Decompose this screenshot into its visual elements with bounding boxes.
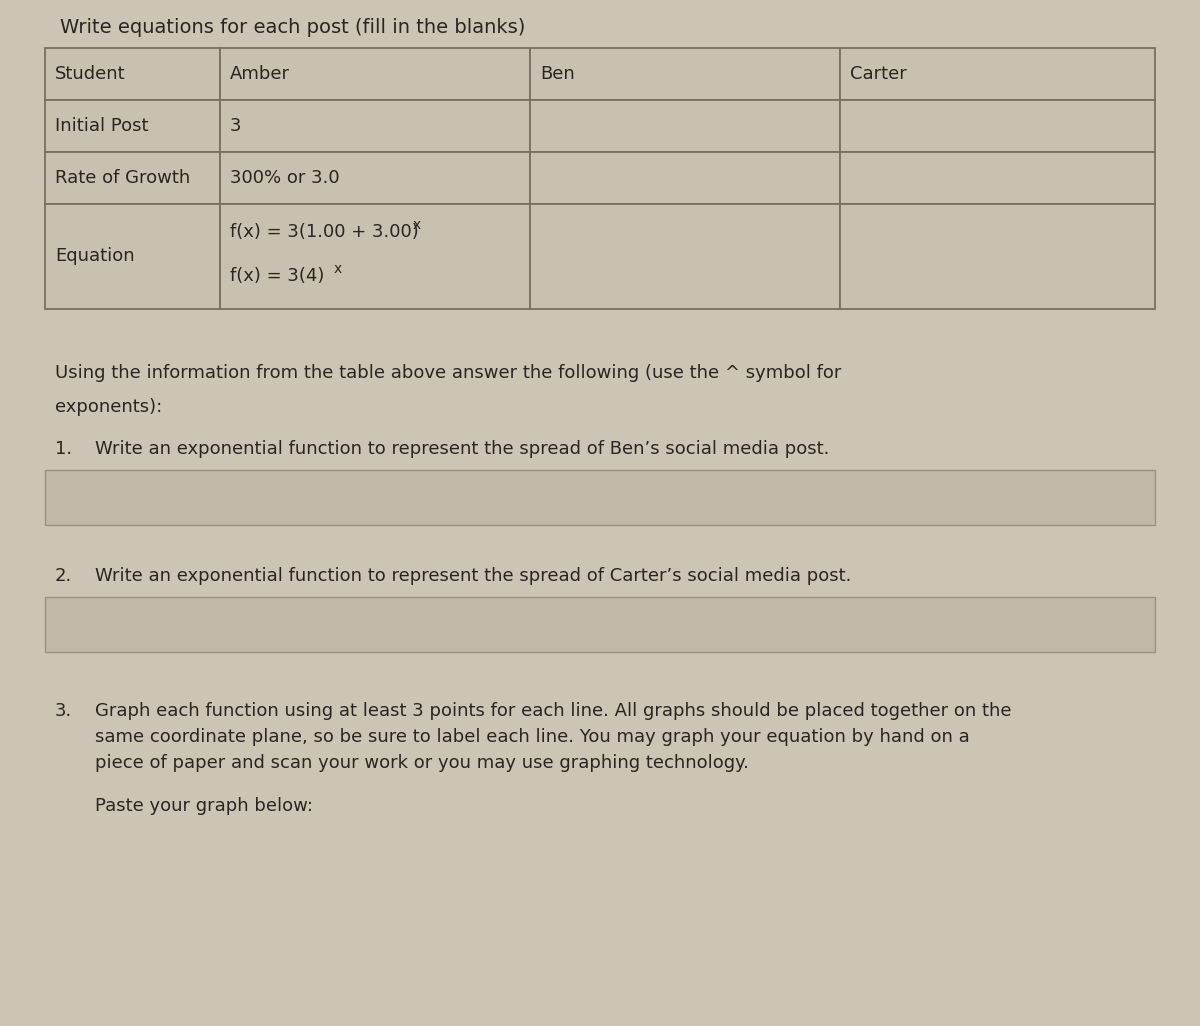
Bar bbox=[840, 48, 1154, 100]
Bar bbox=[46, 597, 1154, 652]
Bar bbox=[530, 204, 840, 309]
Bar bbox=[220, 48, 530, 100]
Bar bbox=[220, 100, 530, 152]
Bar bbox=[840, 100, 1154, 152]
Text: 300% or 3.0: 300% or 3.0 bbox=[230, 169, 340, 187]
Bar bbox=[840, 204, 1154, 309]
Text: Carter: Carter bbox=[850, 65, 907, 83]
Text: 3: 3 bbox=[230, 117, 241, 135]
Bar bbox=[220, 152, 530, 204]
Text: Write equations for each post (fill in the blanks): Write equations for each post (fill in t… bbox=[60, 18, 526, 37]
Text: x: x bbox=[334, 262, 342, 276]
Text: exponents):: exponents): bbox=[55, 398, 162, 416]
Text: piece of paper and scan your work or you may use graphing technology.: piece of paper and scan your work or you… bbox=[95, 754, 749, 772]
Text: 2.: 2. bbox=[55, 567, 72, 585]
Text: Using the information from the table above answer the following (use the ^ symbo: Using the information from the table abo… bbox=[55, 364, 841, 382]
Text: Amber: Amber bbox=[230, 65, 290, 83]
Text: Initial Post: Initial Post bbox=[55, 117, 149, 135]
Text: same coordinate plane, so be sure to label each line. You may graph your equatio: same coordinate plane, so be sure to lab… bbox=[95, 728, 970, 746]
Bar bbox=[530, 100, 840, 152]
Text: Ben: Ben bbox=[540, 65, 575, 83]
Text: Rate of Growth: Rate of Growth bbox=[55, 169, 191, 187]
Bar bbox=[46, 152, 220, 204]
Text: Graph each function using at least 3 points for each line. All graphs should be : Graph each function using at least 3 poi… bbox=[95, 702, 1012, 720]
Bar bbox=[46, 100, 220, 152]
Bar bbox=[46, 48, 220, 100]
Text: x: x bbox=[413, 218, 421, 232]
Text: Write an exponential function to represent the spread of Carter’s social media p: Write an exponential function to represe… bbox=[95, 567, 851, 585]
Text: 3.: 3. bbox=[55, 702, 72, 720]
Bar bbox=[840, 152, 1154, 204]
Text: Write an exponential function to represent the spread of Ben’s social media post: Write an exponential function to represe… bbox=[95, 440, 829, 458]
Bar bbox=[530, 152, 840, 204]
Text: 1.: 1. bbox=[55, 440, 72, 458]
Bar bbox=[530, 48, 840, 100]
Text: Paste your graph below:: Paste your graph below: bbox=[95, 797, 313, 815]
Bar bbox=[46, 470, 1154, 525]
Bar bbox=[220, 204, 530, 309]
Text: f(x) = 3(4): f(x) = 3(4) bbox=[230, 267, 324, 285]
Bar bbox=[46, 204, 220, 309]
Text: Equation: Equation bbox=[55, 247, 134, 265]
Text: Student: Student bbox=[55, 65, 126, 83]
Text: f(x) = 3(1.00 + 3.00): f(x) = 3(1.00 + 3.00) bbox=[230, 223, 419, 241]
